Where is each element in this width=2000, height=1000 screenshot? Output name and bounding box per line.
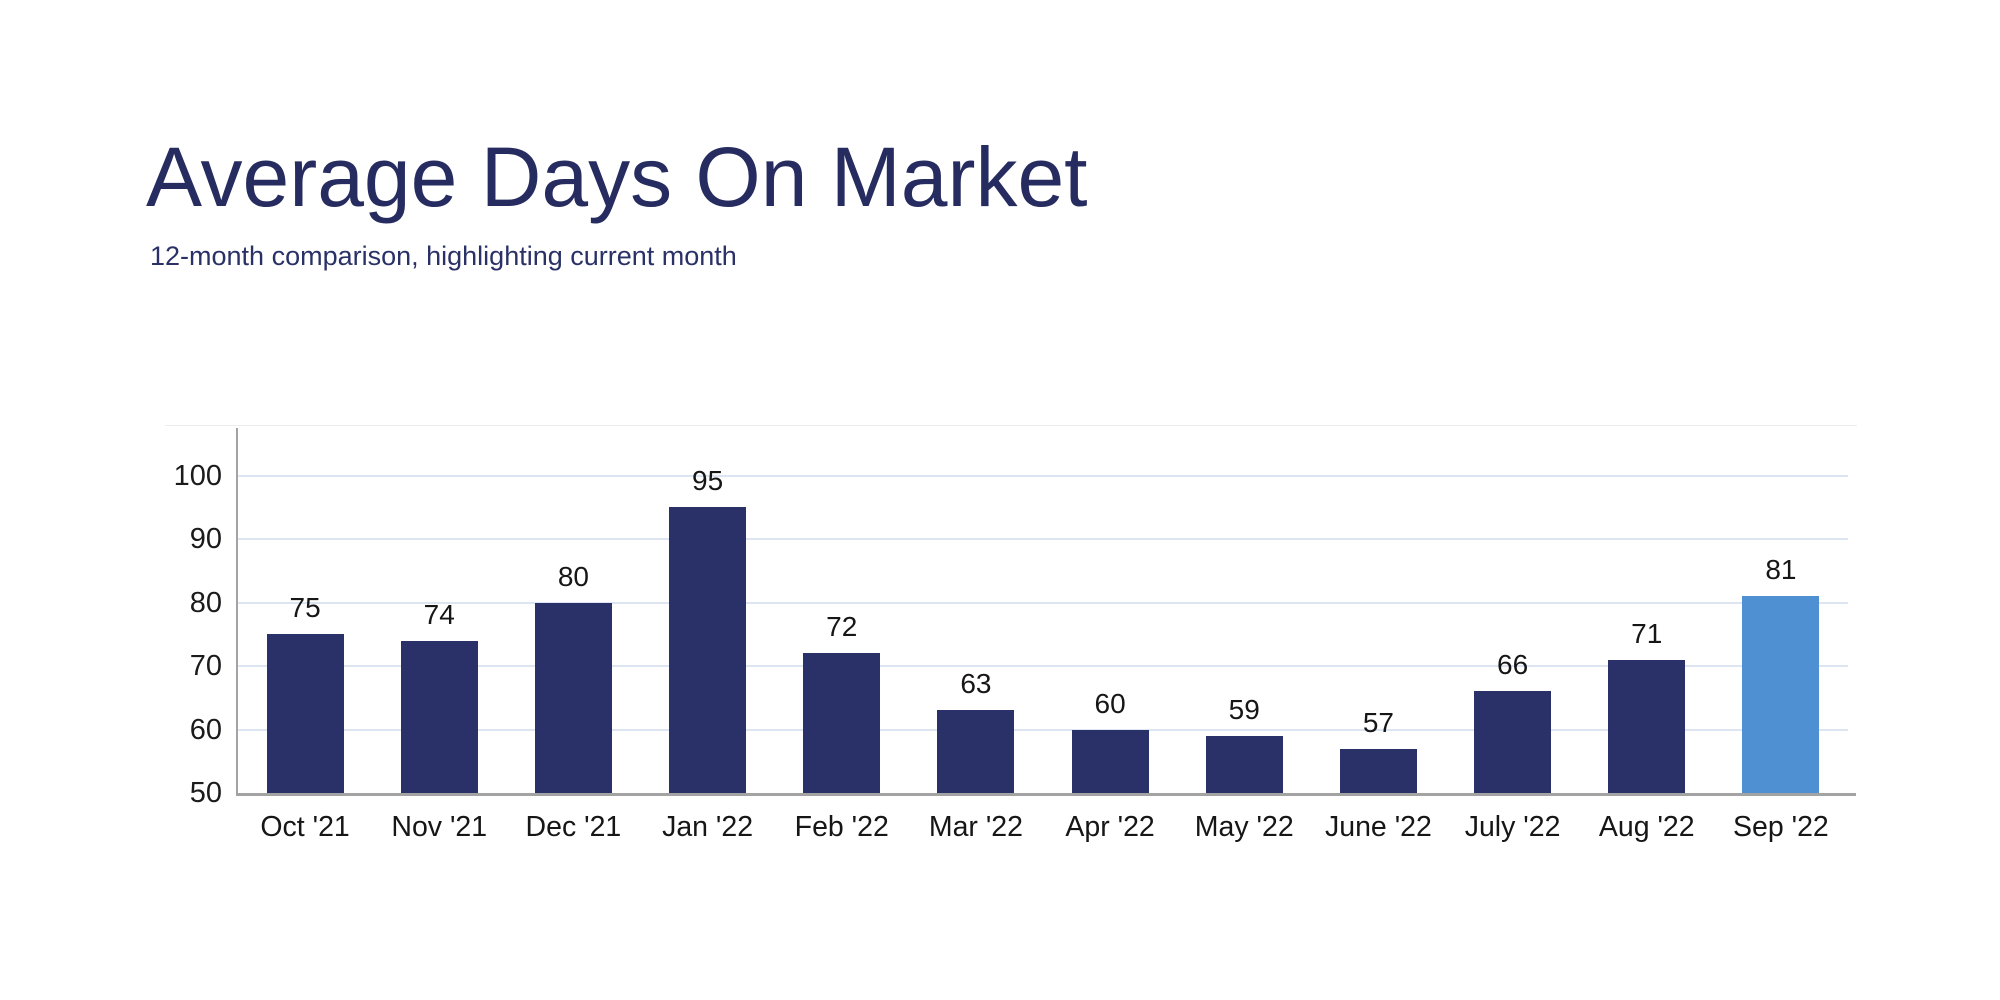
x-axis-label: May '22 [1194,811,1294,843]
x-axis-line [236,793,1856,796]
bar-value-label: 80 [557,560,589,592]
bar [1071,729,1149,793]
bar-value-label: 66 [1497,649,1529,681]
bar-value-label: 57 [1362,706,1394,738]
bar-value-label: 75 [289,592,321,624]
bar [1608,659,1686,793]
gridline-y60 [238,728,1848,731]
x-axis-label: Mar '22 [928,811,1023,843]
bar-value-label: 81 [1765,554,1797,586]
y-axis-tick-label: 50 [189,777,222,809]
bar [1205,735,1283,793]
bar-value-label: 59 [1228,693,1260,725]
x-axis-label: Jan '22 [662,811,754,843]
x-axis-label: Sep '22 [1733,811,1829,843]
y-axis-tick-label: 70 [189,650,222,682]
bar-value-label: 63 [960,668,992,700]
y-axis-line [236,428,238,795]
x-axis-label: Feb '22 [794,811,889,843]
x-axis-label: Oct '21 [260,811,350,843]
bar [1474,691,1552,793]
x-axis-label: Aug '22 [1598,811,1695,843]
x-axis-label: Nov '21 [391,811,488,843]
bar-value-label: 74 [423,598,455,630]
bar-value-label: 71 [1631,617,1663,649]
y-axis-tick-label: 90 [189,523,222,555]
x-axis-label: July '22 [1464,811,1561,843]
x-axis-label: Dec '21 [525,811,622,843]
bar-value-label: 60 [1094,687,1126,719]
page-subtitle: 12-month comparison, highlighting curren… [150,241,737,271]
gridline-y100 [238,474,1848,477]
page-title: Average Days On Market [146,130,1088,224]
bar [937,710,1015,793]
bar [803,653,881,793]
bar [1339,748,1417,793]
y-axis-tick-label: 60 [189,713,222,746]
x-axis-label: Apr '22 [1065,811,1155,843]
bar-value-label: 72 [826,611,858,643]
highlighted-bar [1742,596,1820,793]
gridline-y70 [238,665,1848,667]
chart-panel-top-edge [165,425,1857,426]
bar [400,640,478,793]
x-axis-label: June '22 [1324,811,1432,843]
y-axis-tick-label: 80 [189,586,222,619]
y-axis-tick-label: 100 [173,459,222,492]
gridline-y90 [238,538,1848,540]
bar [669,507,747,793]
bar [266,634,344,793]
bar-value-label: 95 [692,465,724,497]
bar [534,602,612,793]
